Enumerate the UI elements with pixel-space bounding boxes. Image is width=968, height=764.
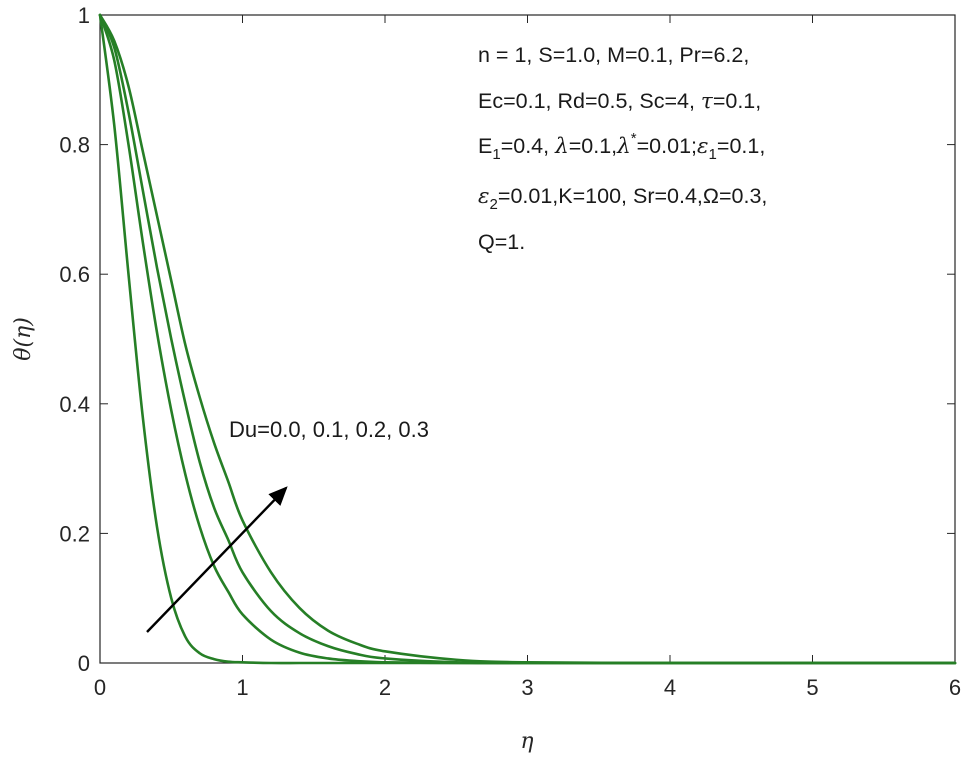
param-line-1: n = 1, S=1.0, M=0.1, Pr=6.2, [478, 43, 749, 67]
y-tick-label: 0.4 [59, 392, 90, 417]
y-tick-label: 0.6 [59, 262, 90, 287]
ticks [99, 14, 956, 664]
trend-arrow [146, 486, 288, 633]
du-annotation: Du=0.0, 0.1, 0.2, 0.3 [229, 417, 429, 442]
x-tick-label: 5 [806, 675, 818, 700]
x-tick-label: 1 [236, 675, 248, 700]
x-tick-label: 3 [521, 675, 533, 700]
y-tick-label: 0.8 [59, 133, 90, 158]
curves [98, 13, 957, 665]
x-tick-label: 6 [949, 675, 961, 700]
param-line-4: ε2=0.01,K=100, Sr=0.4,Ω=0.3, [478, 184, 767, 213]
y-tick-label: 0 [78, 651, 90, 676]
plot-area [99, 14, 956, 664]
y-tick-label: 0.2 [59, 521, 90, 546]
parameter-block: n = 1, S=1.0, M=0.1, Pr=6.2, Ec=0.1, Rd=… [478, 43, 767, 254]
series-line-4 [98, 13, 957, 665]
param-line-2: Ec=0.1, Rd=0.5, Sc=4, τ=0.1, [478, 89, 761, 114]
param-line-3: E1=0.4, λ=0.1,λ*=0.01;ε1=0.1, [478, 130, 765, 163]
x-axis-label: η [520, 729, 533, 754]
param-line-5: Q=1. [478, 230, 525, 254]
x-tick-label: 2 [379, 675, 391, 700]
x-tick-label: 0 [94, 675, 106, 700]
y-tick-label: 1 [78, 3, 90, 28]
tick-labels: 0 1 2 3 4 5 6 0 0.2 0.4 0.6 0.8 1 [59, 3, 961, 700]
x-tick-label: 4 [664, 675, 676, 700]
y-axis-label: θ(η) [11, 317, 36, 361]
